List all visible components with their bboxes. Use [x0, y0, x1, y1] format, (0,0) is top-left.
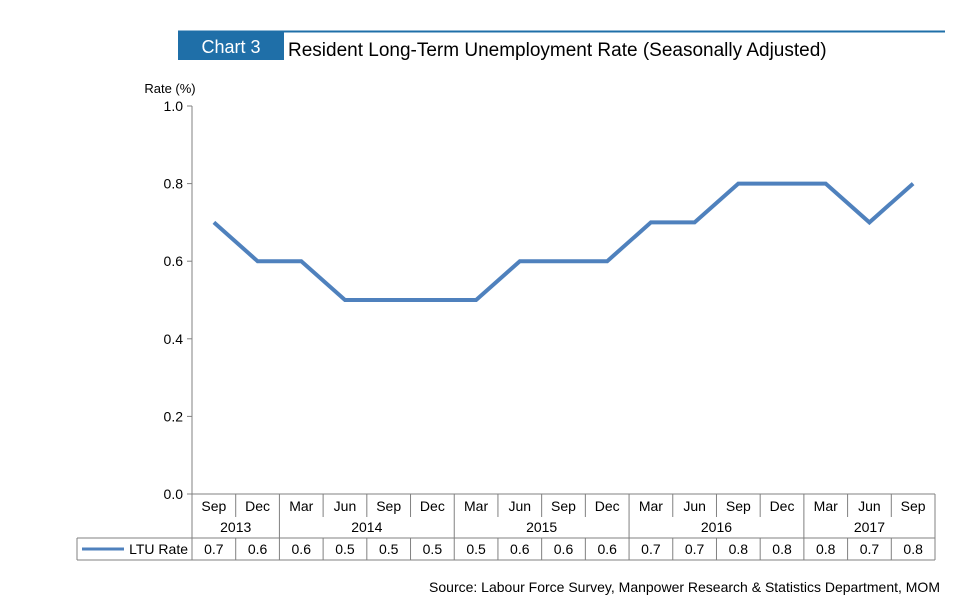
y-tick-label: 1.0: [164, 98, 184, 114]
year-label: 2014: [351, 519, 382, 535]
x-tick-label: Sep: [551, 498, 576, 514]
source-note: Source: Labour Force Survey, Manpower Re…: [429, 579, 940, 595]
data-label: 0.8: [729, 541, 749, 557]
chart-label-box: [178, 31, 284, 60]
year-label: 2013: [220, 519, 251, 535]
data-label: 0.6: [248, 541, 268, 557]
x-tick-label: Dec: [420, 498, 445, 514]
data-label: 0.6: [510, 541, 530, 557]
data-label: 0.7: [860, 541, 880, 557]
x-tick-label: Jun: [858, 498, 881, 514]
year-label: 2015: [526, 519, 557, 535]
x-tick-label: Mar: [464, 498, 488, 514]
plot-area: [212, 181, 915, 302]
y-tick-label: 0.6: [164, 253, 184, 269]
data-label: 0.6: [597, 541, 617, 557]
x-tick-label: Dec: [595, 498, 620, 514]
x-tick-label: Jun: [334, 498, 357, 514]
x-tick-label: Sep: [201, 498, 226, 514]
data-label: 0.8: [903, 541, 923, 557]
data-label: 0.7: [685, 541, 705, 557]
legend-label: LTU Rate: [129, 541, 188, 557]
y-tick-label: 0.0: [164, 486, 184, 502]
x-tick-label: Dec: [770, 498, 795, 514]
y-axis: 1.0 0.8 0.6 0.4 0.2 0.0: [164, 98, 193, 502]
year-label: 2016: [701, 519, 732, 535]
data-label: 0.5: [335, 541, 355, 557]
chart-title: Resident Long-Term Unemployment Rate (Se…: [288, 40, 827, 61]
data-label: 0.7: [204, 541, 224, 557]
x-tick-label: Sep: [376, 498, 401, 514]
chart-label: Chart 3: [201, 37, 260, 57]
data-label: 0.5: [379, 541, 399, 557]
y-tick-label: 0.8: [164, 176, 184, 192]
x-tick-label: Sep: [726, 498, 751, 514]
data-label: 0.6: [554, 541, 574, 557]
x-tick-label: Mar: [639, 498, 663, 514]
data-label: 0.7: [641, 541, 661, 557]
x-tick-label: Mar: [814, 498, 838, 514]
x-tick-label: Jun: [509, 498, 532, 514]
y-axis-label: Rate (%): [144, 81, 195, 96]
y-tick-label: 0.4: [164, 331, 184, 347]
series-line-ltu-rate: [212, 181, 915, 302]
data-table: Sep Dec Mar Jun Sep Dec Mar Jun Sep Dec Mar Jun Sep D…: [76, 493, 936, 561]
data-label: 0.8: [816, 541, 836, 557]
y-tick-label: 0.2: [164, 408, 184, 424]
year-label: 2017: [854, 519, 885, 535]
data-label: 0.8: [772, 541, 792, 557]
data-label: 0.5: [466, 541, 486, 557]
data-label: 0.6: [292, 541, 312, 557]
data-label: 0.5: [423, 541, 443, 557]
x-tick-label: Dec: [245, 498, 270, 514]
x-tick-label: Jun: [683, 498, 706, 514]
x-tick-label: Mar: [289, 498, 313, 514]
x-tick-label: Sep: [901, 498, 926, 514]
